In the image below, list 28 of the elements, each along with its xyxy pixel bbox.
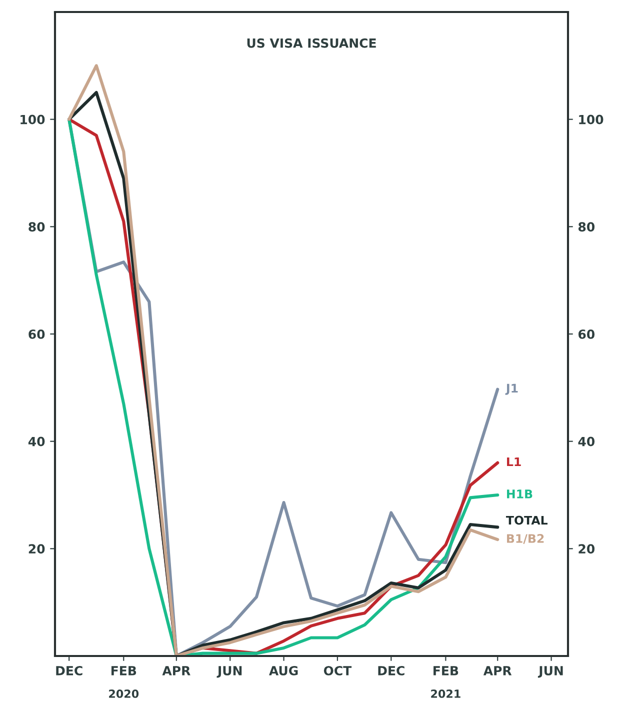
y-tick-label: 60 — [28, 329, 45, 339]
y-tick-label: 80 — [28, 222, 45, 232]
x-tick-label: DEC — [378, 666, 404, 676]
text: US VISA ISSUANCE — [247, 38, 376, 48]
x-tick-label: JUN — [538, 666, 563, 678]
y2-tick-label: 100 — [579, 114, 604, 124]
x-tick-label: APR — [162, 666, 190, 676]
y2-tick-label: 40 — [578, 436, 595, 446]
series-label: L1 — [507, 457, 521, 466]
y-tick-label: 100 — [20, 114, 45, 124]
x-tick-label: FEB — [434, 666, 458, 676]
series-label: J1 — [505, 384, 518, 395]
x-tick-label: FEB — [111, 666, 136, 676]
y-tick-label: 40 — [28, 436, 45, 446]
y-tick-label: 20 — [28, 544, 45, 554]
series-label: TOTAL — [506, 516, 548, 525]
x-tick-label: AUG — [268, 666, 298, 676]
series-label: B1/B2 — [507, 534, 544, 544]
x-tick-label: DEC — [56, 666, 82, 676]
y2-tick-label: 20 — [578, 544, 595, 554]
series-label: H1B — [507, 490, 532, 498]
x-tick-label: APR — [483, 666, 512, 676]
x-tick-label: JUN — [216, 666, 242, 678]
y2-tick-label: 60 — [578, 329, 595, 339]
y2-tick-label: 80 — [578, 222, 595, 232]
text: 2020 — [109, 690, 139, 698]
x-tick-label: OCT — [324, 666, 352, 676]
text: 2021 — [431, 690, 460, 698]
